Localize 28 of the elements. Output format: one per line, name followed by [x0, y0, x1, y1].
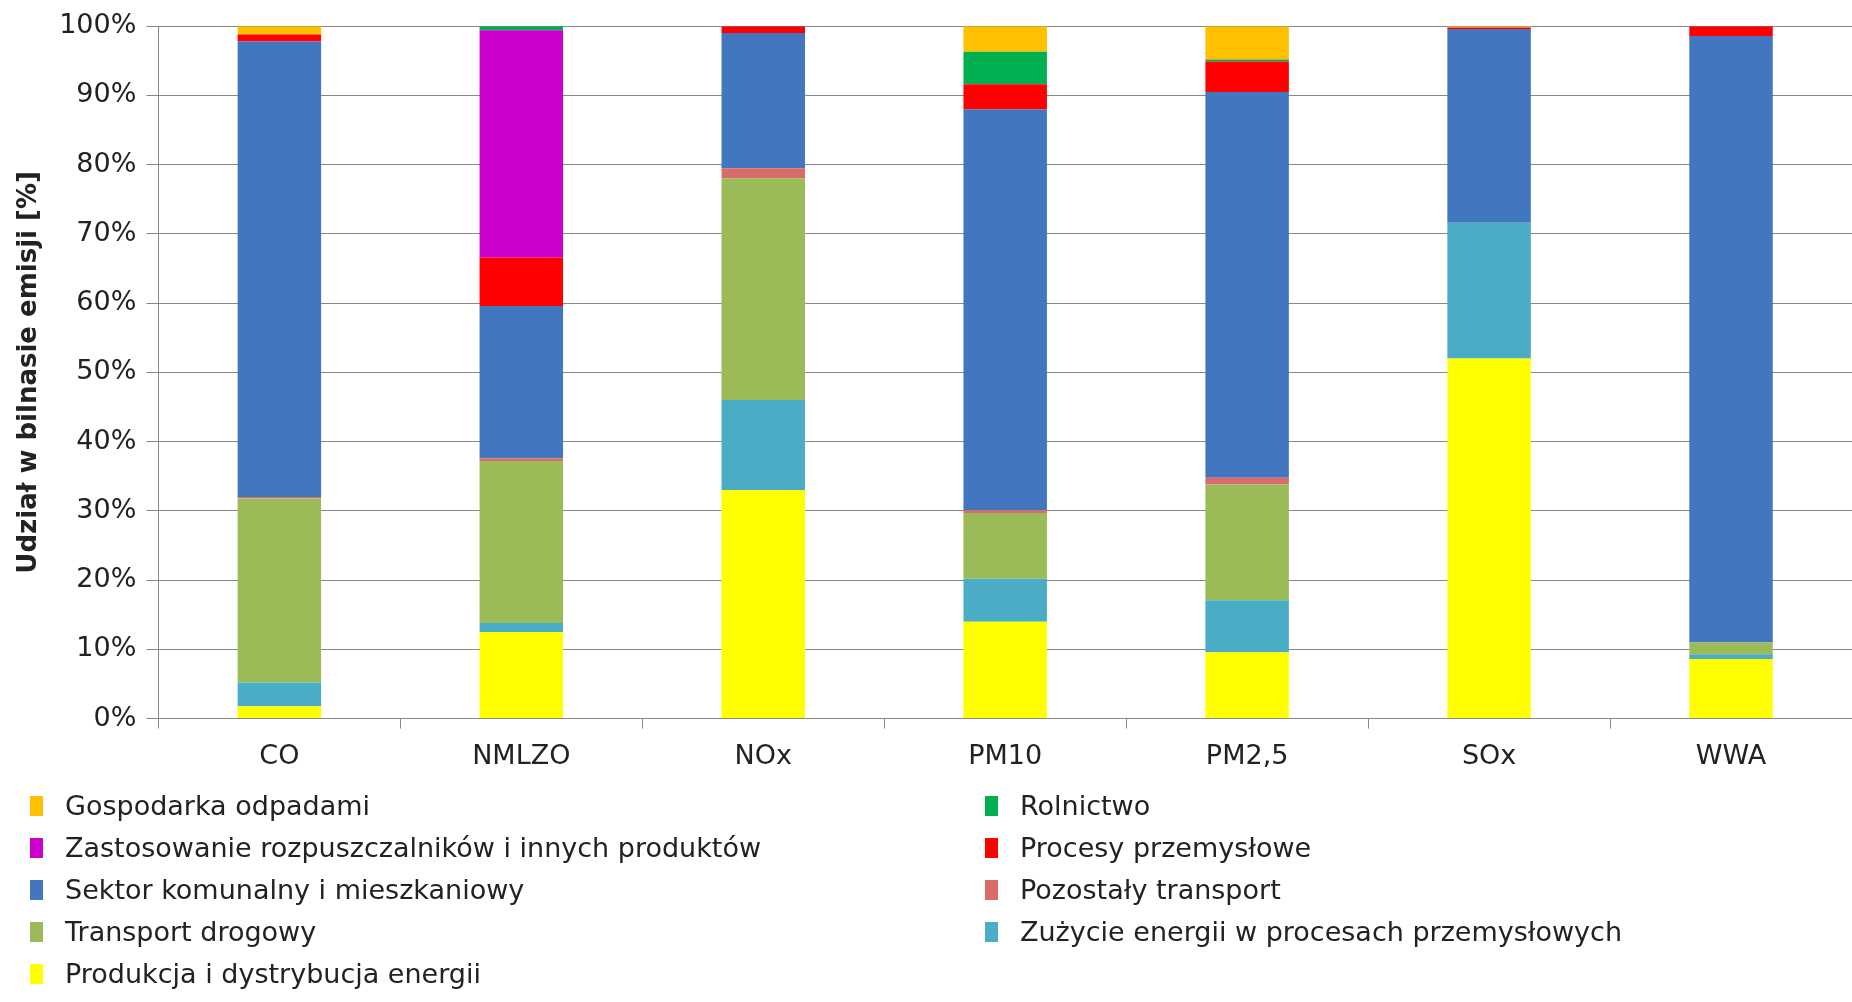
y-tick-label: 100%	[59, 8, 137, 40]
y-tick-label: 60%	[76, 285, 137, 317]
x-tick-label: NOx	[734, 738, 792, 770]
y-tick-label: 80%	[76, 146, 137, 178]
legend-label: Procesy przemysłowe	[1020, 832, 1312, 863]
legend-label: Transport drogowy	[65, 916, 317, 947]
legend-label: Sektor komunalny i mieszkaniowy	[65, 874, 525, 905]
y-tick-label: 40%	[76, 423, 137, 455]
y-tick-label: 10%	[76, 631, 137, 663]
x-tick-label: CO	[259, 738, 300, 770]
legend-label: Gospodarka odpadami	[65, 790, 371, 821]
x-tick-label: PM2,5	[1205, 738, 1289, 770]
legend-label: Rolnictwo	[1020, 790, 1151, 821]
x-tick-label: SOx	[1461, 738, 1517, 770]
y-axis-title: Udział w bilnasie emisji [%]	[12, 171, 43, 574]
legend-label: Zastosowanie rozpuszczalników i innych produktów	[65, 832, 762, 863]
y-tick-label: 70%	[76, 215, 137, 247]
y-tick-label: 50%	[76, 354, 137, 386]
legend-label: Produkcja i dystrybucja energii	[65, 958, 481, 989]
y-tick-label: 20%	[76, 562, 137, 594]
x-tick-label: WWA	[1695, 738, 1767, 770]
y-tick-label: 30%	[76, 492, 137, 524]
y-tick-label: 0%	[93, 700, 137, 732]
x-tick-label: NMLZO	[472, 738, 571, 770]
legend-label: Zużycie energii w procesach przemysłowych	[1020, 916, 1623, 947]
x-tick-label: PM10	[968, 738, 1043, 770]
y-tick-label: 90%	[76, 77, 137, 109]
legend-label: Pozostały transport	[1020, 874, 1281, 905]
